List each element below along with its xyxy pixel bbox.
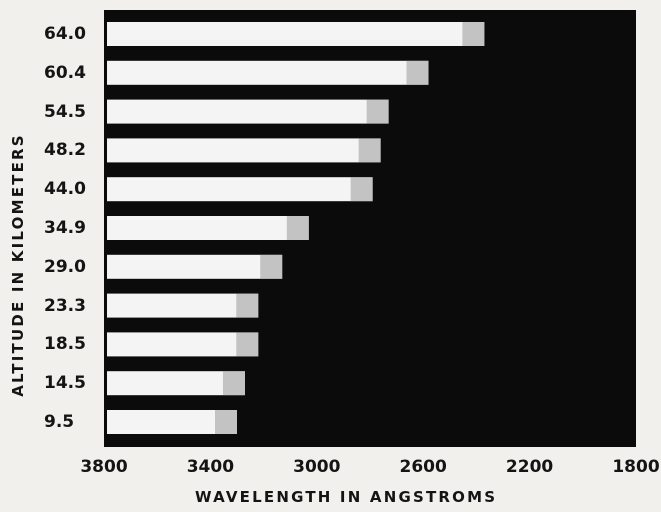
x-tick-label: 3000 <box>293 457 341 477</box>
spectrum-bar <box>107 216 309 240</box>
spectrum-bar <box>107 99 389 124</box>
y-tick-label: 34.9 <box>44 218 86 238</box>
y-tick-label: 9.5 <box>44 412 75 432</box>
x-tick-label: 1800 <box>612 457 660 477</box>
spectrum-edge <box>286 216 309 240</box>
x-tick-label: 2600 <box>399 457 447 477</box>
spectrum-edge <box>236 293 259 318</box>
spectrum-edge <box>350 177 373 202</box>
spectrum-edge <box>215 410 237 434</box>
y-axis-label: ALTITUDE IN KILOMETERS <box>9 133 27 397</box>
y-tick-label: 44.0 <box>44 179 86 200</box>
x-axis-label: WAVELENGTH IN ANGSTROMS <box>195 488 498 506</box>
spectrum-bar <box>107 371 245 396</box>
spectrum-edge <box>462 22 485 46</box>
x-tick-label: 2200 <box>505 457 554 477</box>
spectrum-edge <box>222 371 245 396</box>
spectrum-edge <box>236 332 259 357</box>
y-tick-label: 54.5 <box>44 101 86 122</box>
spectrum-edge <box>366 99 389 124</box>
y-tick-label: 23.3 <box>44 295 86 316</box>
x-tick-label: 3400 <box>186 457 235 477</box>
spectrum-bar <box>107 177 373 202</box>
y-tick-label: 64.0 <box>44 24 86 44</box>
spectrum-bar <box>107 22 485 46</box>
x-tick-label: 3800 <box>80 457 128 477</box>
spectrum-bar <box>107 254 283 279</box>
spectrum-edge <box>260 254 283 279</box>
spectrum-bar <box>107 60 429 85</box>
y-tick-label: 48.2 <box>44 140 86 161</box>
y-tick-label: 18.5 <box>44 334 86 355</box>
y-tick-label: 29.0 <box>44 256 86 277</box>
y-tick-label: 14.5 <box>44 373 86 394</box>
spectrum-bar <box>107 293 259 318</box>
y-tick-label: 60.4 <box>44 62 86 83</box>
spectrum-plate <box>104 10 636 447</box>
spectrum-bar <box>107 332 259 357</box>
spectrum-edge <box>358 138 381 163</box>
spectra-group <box>107 22 485 434</box>
spectrum-edge <box>406 60 429 85</box>
spectrum-bar <box>107 138 381 163</box>
